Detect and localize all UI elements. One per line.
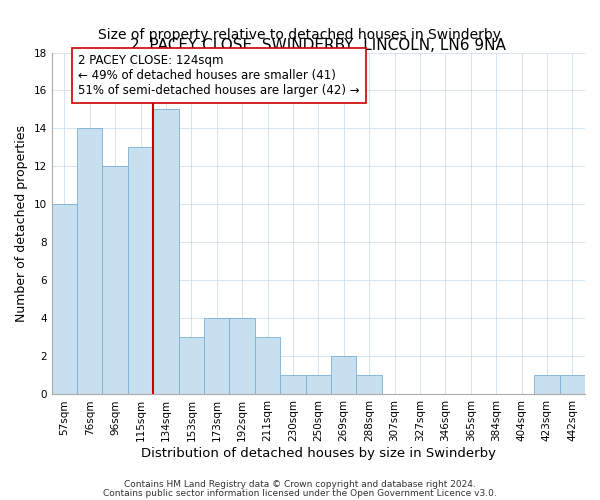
Text: 2 PACEY CLOSE: 124sqm
← 49% of detached houses are smaller (41)
51% of semi-deta: 2 PACEY CLOSE: 124sqm ← 49% of detached … [79, 54, 360, 98]
Bar [128, 148, 153, 394]
Bar [77, 128, 103, 394]
Text: Contains public sector information licensed under the Open Government Licence v3: Contains public sector information licen… [103, 488, 497, 498]
Bar [204, 318, 229, 394]
Bar [305, 376, 331, 394]
Y-axis label: Number of detached properties: Number of detached properties [15, 125, 28, 322]
Bar [52, 204, 77, 394]
Text: Size of property relative to detached houses in Swinderby: Size of property relative to detached ho… [98, 28, 502, 42]
Bar [153, 110, 179, 395]
Bar [534, 376, 560, 394]
Bar [229, 318, 255, 394]
Bar [560, 376, 585, 394]
Bar [103, 166, 128, 394]
Bar [280, 376, 305, 394]
Title: 2, PACEY CLOSE, SWINDERBY, LINCOLN, LN6 9NA: 2, PACEY CLOSE, SWINDERBY, LINCOLN, LN6 … [130, 38, 506, 52]
Bar [255, 338, 280, 394]
X-axis label: Distribution of detached houses by size in Swinderby: Distribution of detached houses by size … [141, 447, 496, 460]
Bar [179, 338, 204, 394]
Bar [331, 356, 356, 395]
Text: Contains HM Land Registry data © Crown copyright and database right 2024.: Contains HM Land Registry data © Crown c… [124, 480, 476, 489]
Bar [356, 376, 382, 394]
